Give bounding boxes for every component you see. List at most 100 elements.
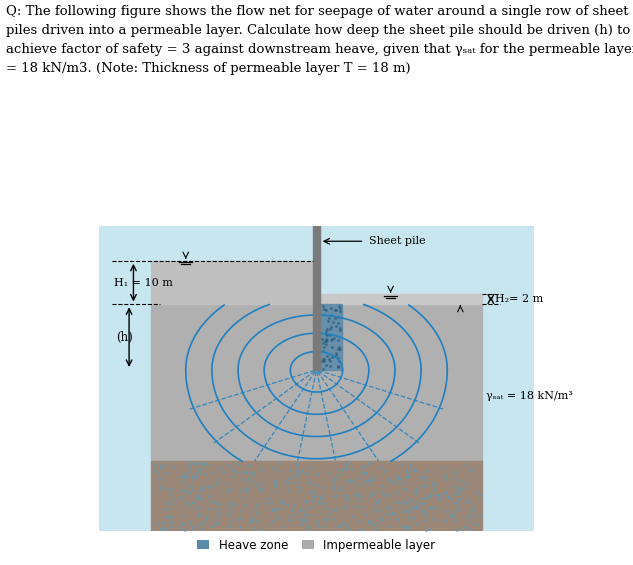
Point — [275, 496, 285, 505]
Point — [244, 480, 254, 489]
Point — [414, 499, 424, 508]
Point — [332, 312, 342, 321]
Point — [254, 486, 265, 495]
Point — [319, 304, 329, 313]
Point — [355, 516, 365, 525]
Point — [296, 466, 306, 475]
Point — [282, 500, 292, 509]
Point — [242, 483, 253, 492]
Point — [401, 466, 411, 475]
Point — [316, 493, 326, 502]
Point — [208, 522, 218, 531]
Point — [270, 480, 280, 489]
Point — [320, 340, 330, 349]
Point — [329, 506, 339, 515]
Point — [325, 357, 335, 366]
Point — [214, 464, 224, 473]
Point — [234, 467, 244, 476]
Point — [360, 468, 370, 477]
Point — [410, 504, 420, 513]
Point — [166, 484, 177, 493]
Point — [366, 476, 376, 485]
Point — [377, 481, 387, 490]
Point — [204, 504, 214, 513]
Point — [319, 499, 329, 508]
Point — [461, 514, 472, 523]
Point — [419, 475, 429, 484]
Point — [338, 518, 348, 527]
Point — [311, 480, 322, 489]
Point — [345, 475, 355, 484]
Point — [292, 460, 303, 470]
Point — [318, 302, 328, 311]
Point — [323, 316, 333, 325]
Point — [446, 511, 456, 520]
Point — [252, 508, 262, 518]
Point — [370, 518, 380, 527]
Point — [195, 467, 205, 476]
Point — [306, 502, 316, 511]
Point — [224, 522, 234, 531]
Point — [318, 483, 329, 492]
Point — [341, 464, 351, 473]
Point — [459, 459, 469, 468]
Point — [440, 470, 450, 479]
Point — [453, 525, 463, 534]
Point — [250, 504, 260, 513]
Point — [183, 488, 193, 497]
Point — [474, 511, 484, 520]
Point — [443, 493, 453, 502]
Point — [162, 484, 172, 493]
Point — [155, 484, 165, 493]
Point — [261, 498, 272, 507]
Point — [242, 468, 253, 477]
Point — [291, 478, 301, 487]
Point — [383, 521, 393, 531]
Point — [448, 481, 458, 490]
Point — [308, 486, 318, 496]
Point — [322, 335, 332, 344]
Bar — [151, 462, 482, 531]
Point — [289, 501, 299, 510]
Point — [404, 505, 415, 514]
Point — [201, 514, 211, 523]
Point — [335, 485, 345, 494]
Point — [153, 468, 163, 477]
Point — [335, 326, 345, 335]
Point — [206, 468, 216, 477]
Point — [464, 524, 474, 533]
Point — [246, 516, 256, 525]
Point — [322, 351, 332, 360]
Point — [318, 354, 328, 363]
Point — [235, 513, 245, 522]
Point — [272, 512, 282, 521]
Point — [290, 472, 300, 481]
Point — [348, 512, 358, 521]
Point — [327, 342, 337, 351]
Point — [420, 472, 430, 481]
Point — [211, 505, 222, 514]
Point — [166, 491, 176, 500]
Point — [327, 353, 337, 362]
Point — [331, 504, 341, 513]
Point — [439, 463, 449, 472]
Point — [195, 486, 205, 495]
Point — [325, 362, 335, 371]
Point — [165, 523, 175, 532]
Point — [361, 509, 371, 518]
Point — [448, 512, 458, 521]
Point — [188, 486, 198, 495]
Point — [335, 521, 345, 530]
Point — [365, 458, 375, 467]
Point — [325, 324, 335, 333]
Point — [354, 479, 364, 488]
Point — [334, 353, 344, 362]
Point — [183, 500, 193, 509]
Point — [403, 473, 413, 482]
Point — [405, 463, 415, 472]
Point — [218, 468, 229, 477]
Point — [475, 490, 485, 499]
Point — [323, 314, 334, 323]
Point — [188, 472, 198, 481]
Point — [284, 479, 294, 488]
